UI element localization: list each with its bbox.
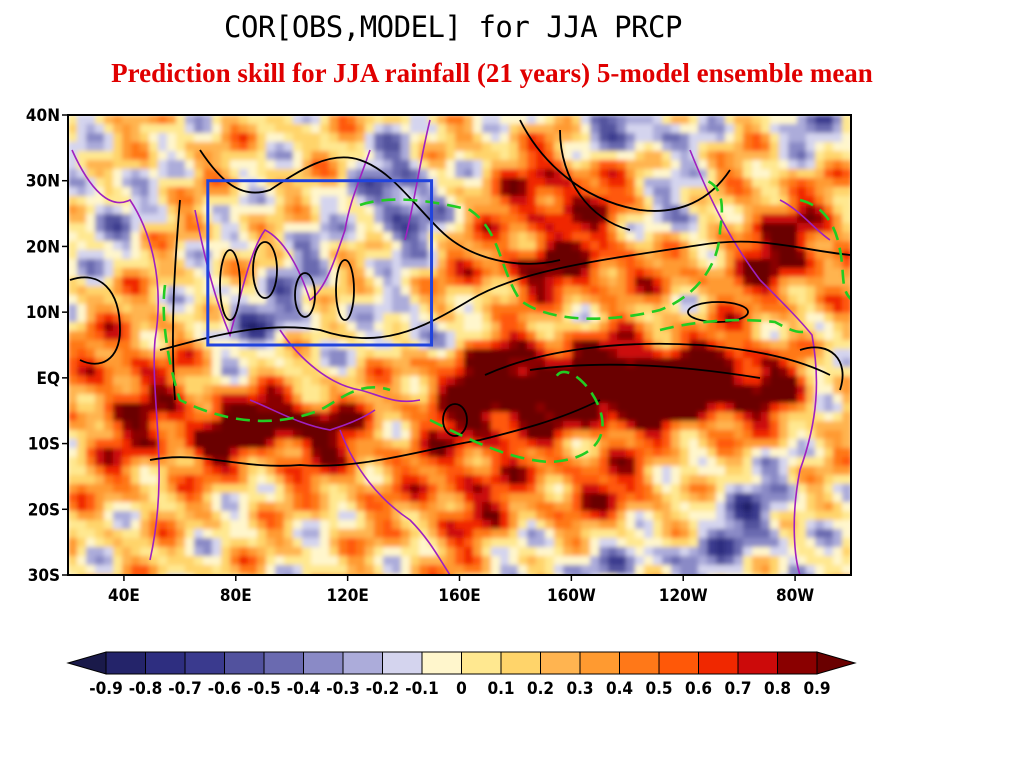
colorbar-label: 0.4 bbox=[606, 679, 633, 699]
colorbar-segment bbox=[382, 651, 423, 675]
colorbar-segment bbox=[737, 651, 778, 675]
colorbar-label: -0.7 bbox=[168, 679, 201, 699]
colorbar-label: -0.9 bbox=[89, 679, 122, 699]
colorbar-segment bbox=[619, 651, 660, 675]
colorbar-label: 0.3 bbox=[566, 679, 593, 699]
chart-title: COR[OBS,MODEL] for JJA PRCP bbox=[224, 10, 682, 44]
lat-label: 10S bbox=[28, 435, 60, 455]
region-box bbox=[206, 179, 434, 347]
lon-label: 80W bbox=[776, 586, 814, 606]
colorbar: -0.9 -0.8 -0.7 -0.6 -0.5 -0.4 -0.3 -0.2 -0.1 0 0.1… bbox=[66, 651, 857, 699]
lat-label: 20N bbox=[26, 237, 60, 257]
colorbar-label: 0.7 bbox=[724, 679, 751, 699]
colorbar-label: 0.6 bbox=[685, 679, 712, 699]
colorbar-segment bbox=[777, 651, 818, 675]
map-axes: 40N 30N 20N 10N EQ 10S 20S 30S 40E 80E 120E 160E 160… bbox=[26, 106, 814, 606]
colorbar-segment bbox=[421, 651, 462, 675]
lon-label: 120E bbox=[326, 586, 368, 606]
colorbar-label: -0.6 bbox=[208, 679, 241, 699]
correlation-map: 40N 30N 20N 10N EQ 10S 20S 30S 40E 80E 120E 160E 160… bbox=[26, 106, 857, 699]
green-dashed-contours bbox=[162, 178, 851, 464]
coastlines bbox=[71, 119, 831, 575]
lat-label: 20S bbox=[28, 500, 60, 520]
colorbar-segment bbox=[145, 651, 186, 675]
lat-label: EQ bbox=[37, 369, 60, 389]
lat-label: 30N bbox=[26, 172, 60, 192]
colorbar-label: 0.1 bbox=[487, 679, 514, 699]
lon-label: 40E bbox=[108, 586, 140, 606]
colorbar-segment bbox=[461, 651, 502, 675]
lon-label: 160W bbox=[547, 586, 596, 606]
colorbar-arrow-left bbox=[66, 651, 107, 675]
lon-label: 80E bbox=[220, 586, 252, 606]
colorbar-segment bbox=[342, 651, 383, 675]
colorbar-label: -0.2 bbox=[366, 679, 399, 699]
lon-label: 160E bbox=[438, 586, 480, 606]
lon-label: 120W bbox=[659, 586, 708, 606]
colorbar-segment bbox=[500, 651, 541, 675]
colorbar-label: 0.5 bbox=[645, 679, 672, 699]
colorbar-label: -0.3 bbox=[326, 679, 359, 699]
lat-label: 10N bbox=[26, 303, 60, 323]
colorbar-segment bbox=[540, 651, 581, 675]
lat-label: 30S bbox=[28, 566, 60, 586]
colorbar-label: 0.8 bbox=[764, 679, 791, 699]
colorbar-label: 0.2 bbox=[527, 679, 554, 699]
colorbar-segment bbox=[224, 651, 265, 675]
colorbar-label: 0.9 bbox=[803, 679, 830, 699]
black-contours bbox=[69, 119, 851, 467]
colorbar-label: -0.4 bbox=[287, 679, 320, 699]
chart-subtitle: Prediction skill for JJA rainfall (21 ye… bbox=[111, 58, 873, 88]
colorbar-segment bbox=[579, 651, 620, 675]
colorbar-arrow-right bbox=[816, 651, 857, 675]
colorbar-segment bbox=[105, 651, 146, 675]
correlation-field bbox=[68, 115, 851, 575]
colorbar-segment bbox=[303, 651, 344, 675]
colorbar-segment bbox=[184, 651, 225, 675]
colorbar-segment bbox=[263, 651, 304, 675]
colorbar-label: -0.5 bbox=[247, 679, 280, 699]
colorbar-label: 0 bbox=[456, 679, 467, 699]
colorbar-segment bbox=[698, 651, 739, 675]
colorbar-label: -0.8 bbox=[129, 679, 162, 699]
colorbar-segment bbox=[658, 651, 699, 675]
lat-label: 40N bbox=[26, 106, 60, 126]
colorbar-label: -0.1 bbox=[405, 679, 438, 699]
